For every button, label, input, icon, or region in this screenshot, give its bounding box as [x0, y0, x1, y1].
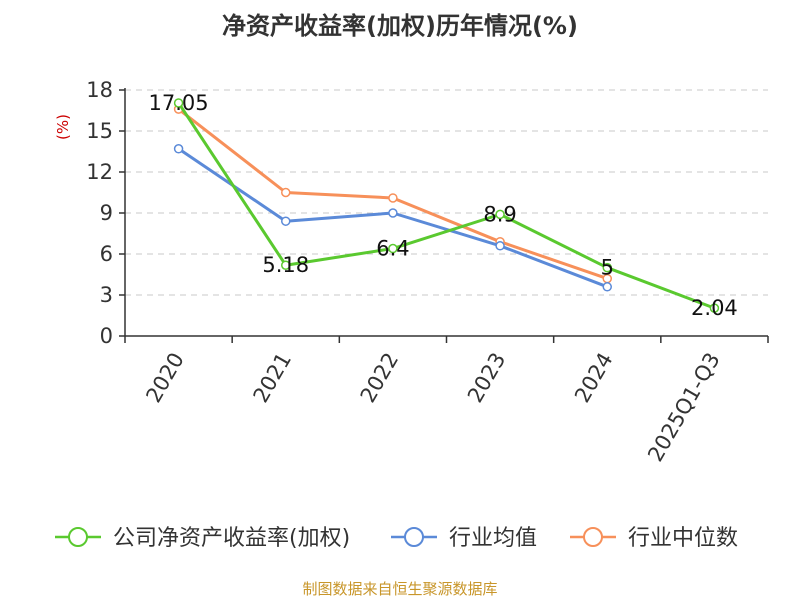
data-label: 2.04: [691, 296, 738, 320]
y-tick-label: 18: [86, 78, 113, 102]
y-tick-label: 6: [100, 242, 113, 266]
legend-label: 行业均值: [449, 526, 537, 551]
y-tick-label: 3: [100, 283, 113, 307]
data-label: 6.4: [376, 237, 409, 261]
data-point: [388, 243, 398, 254]
data-label: 5: [601, 256, 614, 280]
data-point: [281, 187, 291, 198]
data-point: [388, 193, 398, 203]
legend-label: 行业中位数: [628, 526, 738, 551]
data-point: [281, 216, 291, 226]
y-tick-label: 12: [86, 160, 113, 184]
y-axis-label: (%): [54, 114, 72, 140]
data-label: 8.9: [483, 202, 516, 226]
series-line: [177, 102, 715, 310]
source-note: 制图数据来自恒生聚源数据库: [302, 580, 497, 598]
legend-label: 公司净资产收益率(加权): [113, 526, 350, 551]
legend-marker: [583, 527, 603, 547]
series-line: [177, 147, 608, 289]
axes: 0 3 6 9 12 15 18 2020 2021 2022 2023 2024 2025Q1-Q3: [86, 78, 769, 466]
legend-marker: [404, 527, 424, 547]
y-tick-label: 15: [86, 119, 113, 143]
x-tick-label: 2025Q1-Q3: [643, 349, 725, 466]
data-label: 5.18: [262, 253, 309, 277]
x-tick-label: 2020: [141, 349, 189, 407]
data-labels: 17.05 5.18 6.4 8.9 5 2.04: [149, 91, 738, 320]
data-point: [388, 208, 398, 218]
data-point: [281, 260, 291, 270]
y-tick-label: 0: [100, 324, 113, 348]
x-tick-label: 2023: [463, 349, 511, 407]
data-point: [495, 209, 505, 220]
data-label: 17.05: [149, 91, 209, 115]
y-tick-label: 9: [100, 201, 113, 225]
data-point: [709, 303, 720, 313]
data-point: [602, 282, 612, 292]
data-point: [495, 241, 505, 251]
legend-marker: [68, 527, 88, 547]
data-point: [173, 144, 184, 154]
data-point: [602, 262, 612, 273]
x-tick-label: 2024: [570, 349, 618, 407]
x-tick-label: 2021: [249, 349, 297, 407]
data-point: [173, 98, 184, 108]
series-layer: [173, 98, 720, 313]
x-tick-label: 2022: [356, 349, 404, 407]
chart-title: 净资产收益率(加权)历年情况(%): [222, 12, 578, 40]
grid-lines: [125, 89, 768, 296]
legend: 公司净资产收益率(加权) 行业均值 行业中位数: [55, 526, 738, 551]
